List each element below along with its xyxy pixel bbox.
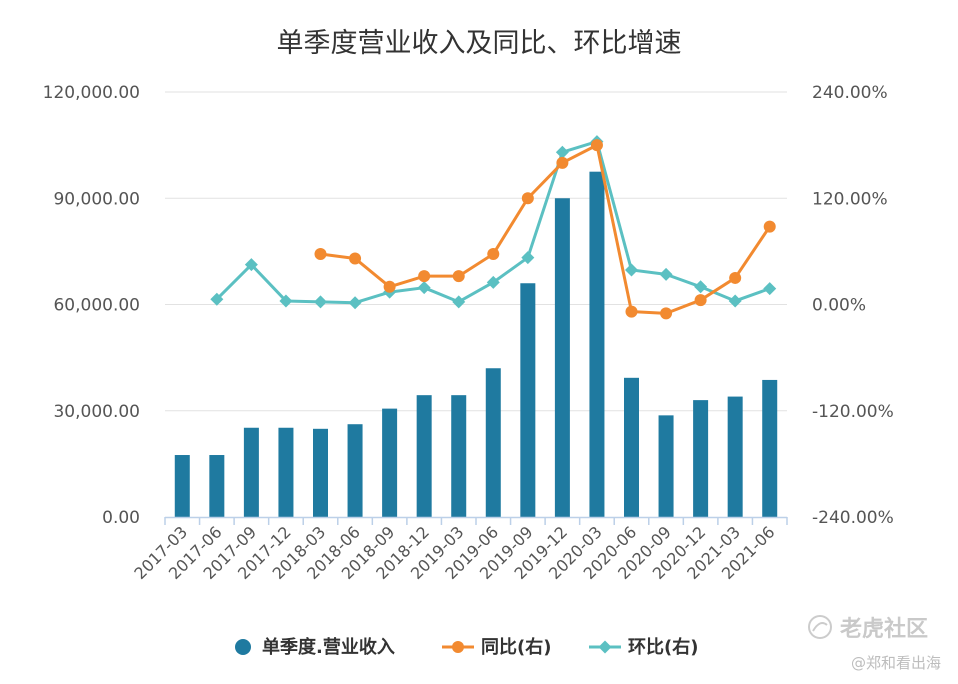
line-point bbox=[452, 295, 466, 309]
bar bbox=[485, 368, 501, 517]
line-point bbox=[556, 156, 569, 169]
left-tick-label: 30,000.00 bbox=[53, 402, 140, 422]
bar bbox=[278, 427, 294, 517]
tiger-logo-icon bbox=[808, 615, 832, 639]
right-axis: -240.00% -120.00% 0.00% 120.00% 240.00% bbox=[812, 83, 894, 528]
bar bbox=[727, 396, 743, 517]
line-point bbox=[729, 271, 742, 284]
right-tick-label: -120.00% bbox=[812, 402, 894, 422]
bar bbox=[313, 428, 328, 517]
bar bbox=[174, 455, 190, 517]
line-point bbox=[349, 252, 362, 265]
line-point bbox=[694, 280, 708, 294]
line-point bbox=[659, 267, 673, 281]
line-point bbox=[348, 296, 362, 310]
line-series bbox=[210, 135, 777, 320]
line-point bbox=[244, 258, 258, 272]
line-point bbox=[314, 248, 327, 261]
legend-label: 单季度.营业收入 bbox=[262, 636, 395, 658]
left-tick-label: 0.00 bbox=[102, 508, 140, 528]
watermark-author: @郑和看出海 bbox=[851, 654, 941, 672]
x-axis: 2017-032017-062017-092017-122018-032018-… bbox=[130, 516, 788, 583]
line-point bbox=[521, 192, 534, 205]
line-point bbox=[694, 294, 707, 307]
grid bbox=[165, 91, 787, 412]
tiger-logo-stroke bbox=[812, 622, 828, 632]
line-point bbox=[418, 270, 431, 283]
bar bbox=[554, 198, 570, 517]
line-point bbox=[210, 292, 224, 306]
line-point bbox=[279, 294, 293, 308]
legend-marker bbox=[452, 641, 464, 653]
bar bbox=[451, 395, 467, 517]
line-point bbox=[625, 263, 638, 277]
bar bbox=[209, 455, 225, 517]
line-point bbox=[555, 145, 569, 159]
left-tick-label: 120,000.00 bbox=[43, 83, 140, 103]
bar bbox=[762, 379, 778, 517]
watermark-brand: 老虎社区 bbox=[839, 616, 928, 642]
right-tick-label: 240.00% bbox=[812, 83, 888, 103]
legend-label: 环比(右) bbox=[628, 636, 698, 658]
legend[interactable]: 单季度.营业收入 同比(右) 环比(右) bbox=[235, 636, 698, 658]
line-point bbox=[521, 251, 535, 265]
line-point bbox=[590, 139, 603, 152]
line-point bbox=[417, 281, 431, 295]
right-tick-label: 120.00% bbox=[812, 189, 888, 209]
bar-series bbox=[174, 171, 778, 517]
bar bbox=[589, 171, 605, 517]
bar bbox=[243, 427, 259, 517]
legend-label: 同比(右) bbox=[481, 636, 551, 658]
bar bbox=[347, 424, 363, 517]
bar bbox=[624, 377, 639, 517]
chart-title: 单季度营业收入及同比、环比增速 bbox=[277, 28, 682, 59]
line-point bbox=[660, 307, 673, 320]
line-point bbox=[763, 282, 777, 296]
line-point bbox=[486, 275, 500, 289]
bar bbox=[416, 395, 432, 517]
line-point bbox=[763, 220, 776, 233]
left-tick-label: 90,000.00 bbox=[53, 189, 140, 209]
line-point bbox=[625, 305, 638, 318]
right-tick-label: -240.00% bbox=[812, 508, 894, 528]
line-point bbox=[728, 294, 742, 308]
legend-marker bbox=[235, 639, 251, 655]
watermark: 老虎社区 @郑和看出海 bbox=[808, 615, 941, 672]
right-tick-label: 0.00% bbox=[812, 296, 866, 316]
bar bbox=[382, 408, 398, 517]
left-tick-label: 60,000.00 bbox=[53, 296, 140, 316]
line-point bbox=[383, 280, 396, 293]
bar bbox=[658, 415, 674, 517]
line-point bbox=[314, 295, 327, 309]
left-axis: 0.00 30,000.00 60,000.00 90,000.00 120,000.0… bbox=[43, 83, 140, 528]
line-point bbox=[452, 270, 465, 283]
legend-marker bbox=[598, 640, 612, 654]
bar bbox=[520, 283, 536, 517]
bar bbox=[693, 400, 709, 517]
series-line bbox=[320, 143, 771, 315]
line-point bbox=[487, 248, 500, 261]
